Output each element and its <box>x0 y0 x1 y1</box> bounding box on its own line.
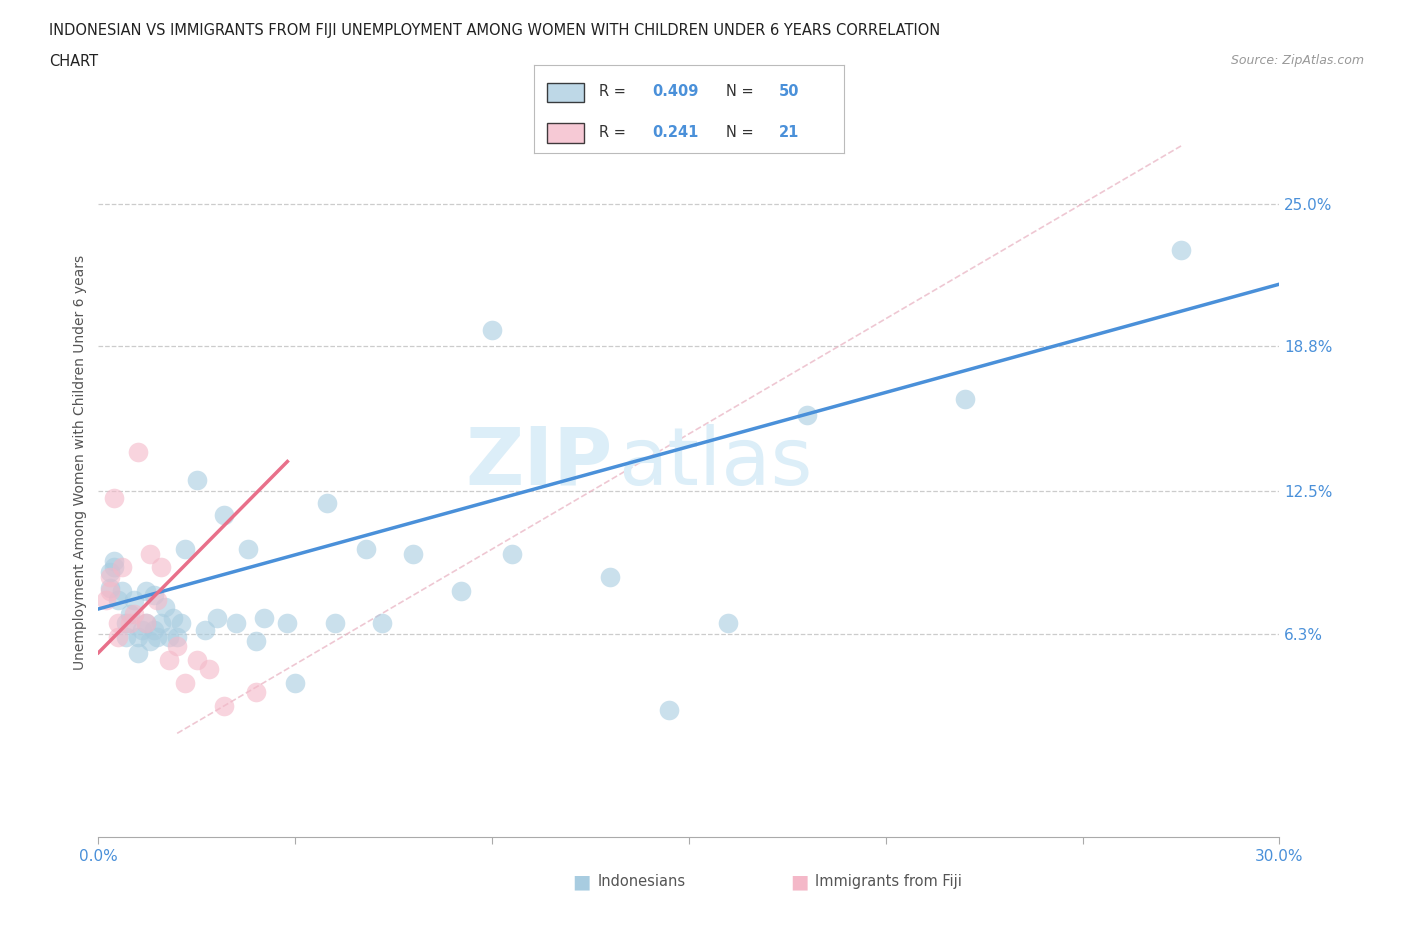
Point <box>122 592 145 607</box>
Point <box>214 698 236 713</box>
Point <box>103 553 125 568</box>
FancyBboxPatch shape <box>547 83 583 102</box>
Text: Indonesians: Indonesians <box>598 874 686 889</box>
Point <box>98 569 121 584</box>
Point <box>111 583 134 598</box>
Point <box>98 583 121 598</box>
Point <box>142 622 165 637</box>
Point <box>146 592 169 607</box>
Text: ■: ■ <box>790 872 808 891</box>
FancyBboxPatch shape <box>547 124 583 143</box>
Text: N =: N = <box>725 84 758 100</box>
Point <box>166 638 188 653</box>
Point <box>450 583 472 598</box>
Point <box>115 616 138 631</box>
Text: R =: R = <box>599 125 631 140</box>
Point <box>103 491 125 506</box>
Point <box>214 507 236 522</box>
Point <box>197 661 219 676</box>
Text: 0.409: 0.409 <box>652 84 699 100</box>
Point <box>236 541 259 556</box>
Point <box>127 645 149 660</box>
Point <box>599 569 621 584</box>
Point <box>501 546 523 561</box>
Point <box>371 616 394 631</box>
Point <box>150 560 173 575</box>
Point <box>194 622 217 637</box>
Point <box>146 630 169 644</box>
Point <box>138 633 160 648</box>
Point <box>174 675 197 690</box>
Text: R =: R = <box>599 84 631 100</box>
Text: Source: ZipAtlas.com: Source: ZipAtlas.com <box>1230 54 1364 67</box>
Point <box>127 445 149 459</box>
Point <box>166 630 188 644</box>
Point <box>122 606 145 621</box>
Point <box>284 675 307 690</box>
Point <box>174 541 197 556</box>
Point <box>155 599 177 614</box>
Point <box>658 703 681 718</box>
Point <box>186 472 208 487</box>
Point <box>157 652 180 667</box>
Point <box>162 611 184 626</box>
Text: INDONESIAN VS IMMIGRANTS FROM FIJI UNEMPLOYMENT AMONG WOMEN WITH CHILDREN UNDER : INDONESIAN VS IMMIGRANTS FROM FIJI UNEMP… <box>49 23 941 38</box>
Text: CHART: CHART <box>49 54 98 69</box>
Point <box>315 496 337 511</box>
Text: atlas: atlas <box>619 424 813 501</box>
Point <box>131 622 153 637</box>
Point <box>150 616 173 631</box>
Text: ■: ■ <box>572 872 591 891</box>
Point <box>205 611 228 626</box>
Point <box>953 392 976 406</box>
Text: Immigrants from Fiji: Immigrants from Fiji <box>815 874 962 889</box>
Point <box>115 630 138 644</box>
Point <box>118 606 141 621</box>
Text: 0.241: 0.241 <box>652 125 699 140</box>
Point <box>135 616 157 631</box>
Point <box>796 408 818 423</box>
Point <box>402 546 425 561</box>
Y-axis label: Unemployment Among Women with Children Under 6 years: Unemployment Among Women with Children U… <box>73 255 87 671</box>
Point <box>111 560 134 575</box>
Point <box>1170 242 1192 257</box>
Point <box>138 546 160 561</box>
Point <box>98 580 121 595</box>
Point <box>135 583 157 598</box>
Text: 50: 50 <box>779 84 799 100</box>
Point <box>245 633 267 648</box>
Point <box>98 565 121 579</box>
Point <box>107 630 129 644</box>
Point <box>107 616 129 631</box>
Point <box>225 616 247 631</box>
Text: 21: 21 <box>779 125 799 140</box>
Point <box>135 616 157 631</box>
Point <box>170 616 193 631</box>
Point <box>481 323 503 338</box>
Point <box>157 630 180 644</box>
Point <box>186 652 208 667</box>
Point <box>103 560 125 575</box>
Point <box>142 588 165 603</box>
Point <box>253 611 276 626</box>
Point <box>96 592 118 607</box>
Point <box>245 684 267 699</box>
Point <box>717 616 740 631</box>
Point <box>107 592 129 607</box>
Point <box>323 616 346 631</box>
Point <box>118 616 141 631</box>
Point <box>127 630 149 644</box>
Text: N =: N = <box>725 125 758 140</box>
Point <box>354 541 377 556</box>
Point <box>276 616 298 631</box>
Text: ZIP: ZIP <box>465 424 612 501</box>
